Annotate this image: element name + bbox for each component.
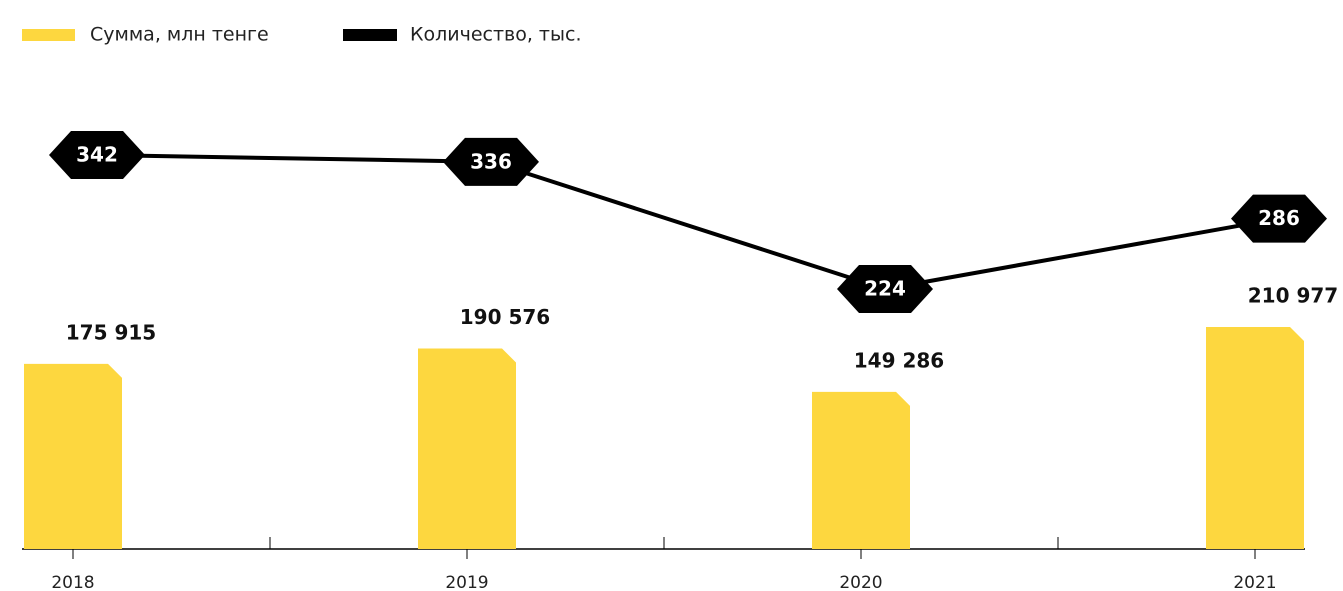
line [96,153,1280,292]
x-tick-label: 2021 [1233,573,1276,591]
line-marker [49,131,145,179]
bar-value-label: 210 977 [1248,284,1338,308]
line-marker [443,137,539,186]
line-marker [1231,194,1327,243]
line-value-label: 342 [76,143,118,167]
bar-value-label: 175 915 [66,320,156,344]
legend-swatch [22,29,75,41]
bar [1206,327,1304,549]
line-marker [837,265,933,313]
bar-value-label: 149 286 [854,348,944,372]
x-tick-label: 2019 [445,573,488,591]
legend-label: Сумма, млн тенге [90,24,269,46]
bar [24,363,122,549]
x-tick-label: 2020 [839,573,882,591]
x-tick-label: 2018 [51,573,94,591]
bar [812,391,910,549]
bar-value-label: 190 576 [460,305,550,329]
line-value-label: 286 [1258,206,1300,230]
bar [418,348,516,549]
legend-swatch [343,29,397,41]
line-value-label: 336 [470,149,512,173]
line-value-label: 224 [864,277,906,301]
legend-label: Количество, тыс. [410,24,582,46]
